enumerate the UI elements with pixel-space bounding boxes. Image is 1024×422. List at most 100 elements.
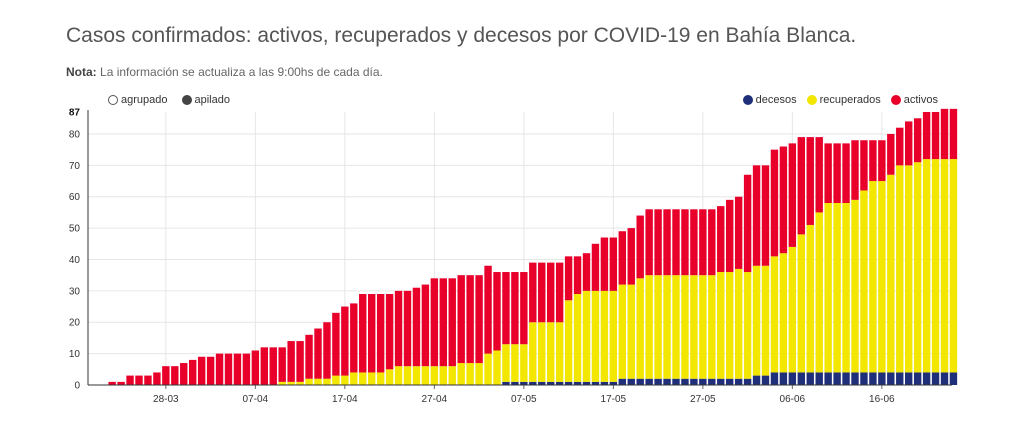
bar-segment-recuperados [833, 203, 841, 373]
bar-segment-activos [573, 256, 582, 294]
bar-segment-activos [394, 290, 403, 367]
x-tick-label: 27-04 [422, 394, 448, 405]
bar-segment-decesos [600, 381, 609, 385]
bar-segment-decesos [851, 372, 859, 385]
bar-segment-decesos [878, 372, 886, 385]
bar-segment-activos [833, 143, 841, 203]
bar-segment-activos [609, 237, 618, 291]
bar-segment-decesos [538, 381, 546, 385]
bar-segment-decesos [708, 378, 716, 385]
bar-segment-decesos [752, 375, 761, 385]
bar-segment-decesos [770, 372, 779, 385]
bar-segment-recuperados [314, 378, 322, 385]
bar-segment-recuperados [520, 344, 528, 382]
bar-segment-recuperados [717, 272, 725, 379]
bar-segment-recuperados [323, 378, 331, 385]
bar-segment-activos [171, 366, 179, 385]
bar-segment-recuperados [618, 284, 626, 379]
bar-segment-recuperados [278, 381, 286, 385]
x-tick-label: 07-04 [243, 394, 269, 405]
bar-segment-activos [564, 256, 573, 301]
bar-segment-recuperados [511, 344, 519, 382]
bar-segment-recuperados [609, 290, 618, 382]
y-tick-label: 80 [69, 129, 81, 140]
bar-segment-decesos [842, 372, 850, 385]
chart-title: Casos confirmados: activos, recuperados … [66, 24, 857, 47]
legend-swatch-recuperados [806, 95, 817, 105]
x-tick-label: 07-05 [511, 394, 537, 405]
bar-segment-activos [681, 209, 689, 276]
bar-segment-decesos [922, 372, 931, 385]
bar-segment-recuperados [359, 372, 367, 385]
bar-segment-recuperados [538, 322, 546, 382]
bar-segment-activos [663, 209, 671, 276]
bar-segment-activos [153, 372, 161, 385]
x-tick-label: 06-06 [780, 394, 806, 405]
bar-segment-activos [788, 143, 797, 247]
bar-segment-decesos [627, 378, 635, 385]
note-label: Nota: [66, 65, 97, 79]
legend-item-decesos[interactable]: decesos [742, 94, 797, 106]
display-mode-selector: agrupado apilado [108, 94, 230, 106]
bar-segment-recuperados [896, 165, 904, 373]
bar-segment-activos [752, 165, 761, 266]
bar-segment-activos [162, 366, 170, 385]
bar-segment-activos [547, 262, 555, 323]
bar-segment-activos [690, 209, 698, 276]
bar-segment-activos [699, 209, 707, 276]
mode-stacked-radio[interactable] [181, 95, 192, 105]
bar-segment-activos [215, 353, 224, 385]
bar-segment-decesos [502, 381, 510, 385]
bar-segment-decesos [761, 375, 770, 385]
bar-segment-recuperados [430, 366, 439, 385]
bar-segment-activos [922, 112, 931, 160]
bar-segment-activos [896, 127, 904, 166]
bar-segment-activos [385, 294, 394, 370]
bar-segment-activos [269, 347, 277, 385]
bar-segment-activos [770, 149, 779, 257]
bar-segment-decesos [654, 378, 662, 385]
mode-stacked-label: apilado [194, 94, 230, 106]
y-tick-label: 60 [69, 192, 81, 203]
bar-segment-activos [591, 243, 600, 291]
bar-segment-activos [887, 133, 895, 175]
bar-segment-recuperados [403, 366, 412, 385]
legend-item-activos[interactable]: activos [890, 94, 938, 106]
mode-stacked-option[interactable]: apilado [181, 94, 230, 106]
bar-segment-recuperados [940, 159, 949, 373]
mode-grouped-radio[interactable] [108, 95, 118, 105]
bar-segment-recuperados [905, 165, 913, 373]
legend-item-recuperados[interactable]: recuperados [806, 94, 881, 106]
bar-segment-decesos [815, 372, 823, 385]
bar-segment-recuperados [824, 203, 832, 373]
bar-segment-activos [600, 237, 609, 291]
bar-segment-decesos [887, 372, 895, 385]
bar-segment-recuperados [878, 181, 886, 373]
x-tick-label: 27-05 [690, 394, 716, 405]
bar-segment-activos [376, 294, 385, 373]
bar-segment-recuperados [770, 256, 779, 373]
bar-segment-recuperados [475, 363, 483, 385]
bar-segment-activos [529, 262, 537, 323]
bar-segment-decesos [734, 378, 743, 385]
bar-segment-decesos [591, 381, 600, 385]
bar-segment-recuperados [636, 278, 644, 379]
bar-segment-recuperados [502, 344, 510, 382]
bar-segment-activos [296, 341, 304, 382]
bar-segment-activos [869, 140, 877, 182]
bar-segment-activos [305, 334, 313, 379]
bar-segment-recuperados [869, 181, 877, 373]
y-tick-label: 0 [74, 381, 80, 392]
bar-segment-activos [233, 353, 242, 385]
bar-segment-decesos [896, 372, 904, 385]
bar-segment-recuperados [582, 290, 591, 382]
bar-segment-activos [350, 303, 358, 373]
bar-segment-activos [323, 322, 331, 379]
bar-segment-activos [126, 375, 134, 385]
bar-segment-decesos [913, 372, 922, 385]
mode-grouped-option[interactable]: agrupado [108, 94, 168, 106]
bar-segment-activos [251, 350, 260, 385]
bar-segment-decesos [582, 381, 591, 385]
bar-segment-recuperados [421, 366, 430, 385]
